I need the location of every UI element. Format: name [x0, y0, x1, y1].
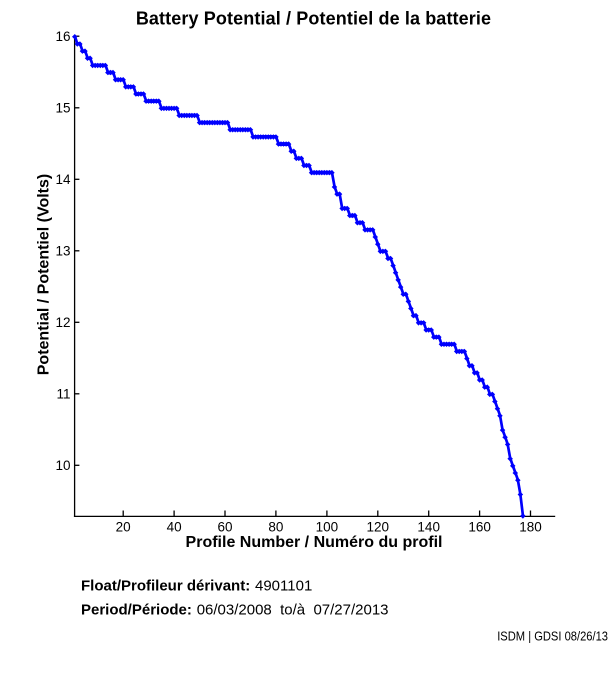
- svg-text:20: 20: [116, 520, 131, 535]
- svg-text:15: 15: [55, 101, 70, 116]
- svg-text:100: 100: [316, 520, 339, 535]
- svg-text:Potential / Potentiel (Volts): Potential / Potentiel (Volts): [36, 174, 53, 376]
- svg-text:40: 40: [167, 520, 182, 535]
- svg-text:4901101: 4901101: [255, 578, 312, 595]
- svg-text:13: 13: [55, 244, 70, 259]
- svg-text:12: 12: [55, 315, 70, 330]
- svg-text:Period/Période:: Period/Période:: [81, 602, 192, 619]
- svg-text:160: 160: [468, 520, 491, 535]
- svg-text:ISDM | GDSI 08/26/13: ISDM | GDSI 08/26/13: [497, 628, 608, 643]
- svg-text:Float/Profileur dérivant:: Float/Profileur dérivant:: [81, 578, 250, 595]
- svg-text:180: 180: [519, 520, 542, 535]
- svg-text:16: 16: [55, 29, 70, 44]
- svg-text:14: 14: [55, 172, 71, 187]
- svg-text:60: 60: [217, 520, 232, 535]
- svg-text:10: 10: [55, 458, 70, 473]
- svg-text:11: 11: [56, 387, 70, 402]
- svg-text:80: 80: [268, 520, 283, 535]
- svg-text:140: 140: [417, 520, 440, 535]
- svg-text:120: 120: [367, 520, 390, 535]
- svg-text:Battery Potential / Potentiel: Battery Potential / Potentiel de la batt…: [136, 9, 491, 29]
- svg-text:Profile Number / Numéro du pro: Profile Number / Numéro du profil: [186, 534, 443, 551]
- svg-text:06/03/2008 to/à 07/27/2013: 06/03/2008 to/à 07/27/2013: [197, 602, 389, 619]
